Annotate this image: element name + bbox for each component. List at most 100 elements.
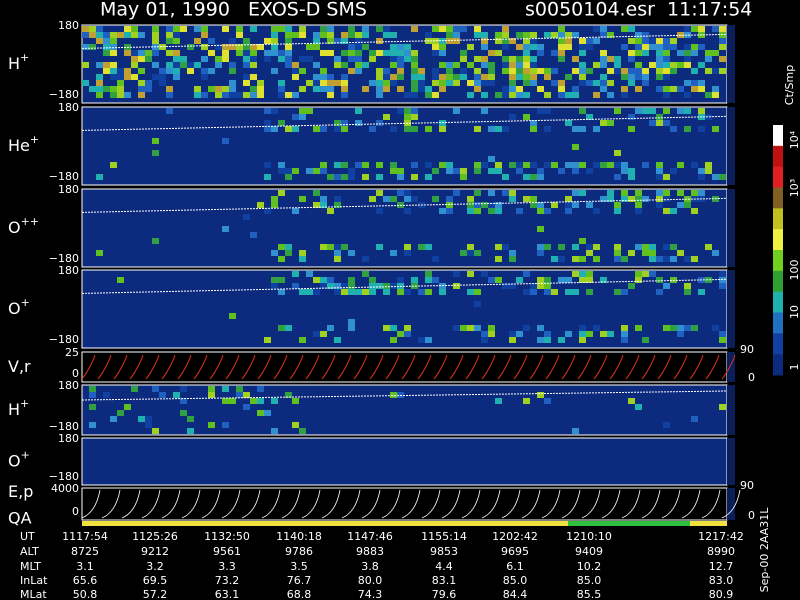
spectrum-cell <box>481 44 488 50</box>
spectrum-cell <box>96 80 103 86</box>
spectrum-cell <box>593 208 600 214</box>
spectrum-cell <box>187 68 194 74</box>
spectrum-cell <box>656 44 663 50</box>
spectrum-cell <box>509 68 516 74</box>
spectrum-cell <box>593 26 600 32</box>
sawtooth <box>521 489 541 519</box>
spectrum-cell <box>453 168 460 174</box>
spectrum-cell <box>530 80 537 86</box>
spectrum-cell <box>348 26 355 32</box>
panel-edge <box>727 352 735 382</box>
spectrum-cell <box>348 50 355 56</box>
cell: 80.9 <box>709 588 734 600</box>
spectrum-cell <box>348 44 355 50</box>
spectrum-cell <box>411 108 418 114</box>
spectrum-cell <box>712 92 719 98</box>
sawtooth <box>129 354 144 380</box>
spectrum-cell <box>313 74 320 80</box>
spectrum-cell <box>82 62 89 68</box>
spectrum-cell <box>628 250 635 256</box>
spectrum-cell <box>509 256 516 262</box>
spectrum-cell <box>432 26 439 32</box>
spectrum-cell <box>649 250 656 256</box>
panel-label: V,r <box>8 357 31 376</box>
spectrum-cell <box>621 68 628 74</box>
spectrum-cell <box>418 86 425 92</box>
y-tick-label: −180 <box>49 170 79 183</box>
spectrum-cell <box>327 174 334 180</box>
y-tick-label: 4000 <box>51 482 79 495</box>
spectrum-cell <box>502 26 509 32</box>
spectrum-cell <box>432 68 439 74</box>
spectrum-cell <box>698 126 705 132</box>
spectrum-cell <box>341 50 348 56</box>
spectrum-cell <box>698 289 705 295</box>
spectrum-cell <box>572 56 579 62</box>
spectrum-cell <box>670 86 677 92</box>
spectrum-cell <box>467 92 474 98</box>
spectrum-cell <box>243 38 250 44</box>
spectrum-cell <box>712 26 719 32</box>
spectrum-cell <box>586 277 593 283</box>
spectrum-cell <box>348 277 355 283</box>
spectrum-cell <box>292 283 299 289</box>
spectrum-cell <box>334 62 341 68</box>
spectrum-cell <box>691 26 698 32</box>
spectrum-cell <box>96 92 103 98</box>
spectrum-cell <box>537 392 544 398</box>
y-tick-label: 180 <box>58 264 79 277</box>
spectrum-cell <box>614 202 621 208</box>
cell: 80.0 <box>358 574 383 587</box>
spectrum-cell <box>89 392 96 398</box>
spectrum-cell <box>390 50 397 56</box>
spectrum-cell <box>376 190 383 196</box>
spectrum-cell <box>341 283 348 289</box>
colorbar-unit: Ct/Smp <box>783 65 796 105</box>
spectrum-cell <box>621 325 628 331</box>
spectrum-cell <box>579 62 586 68</box>
row-name: InLat <box>20 574 48 587</box>
spectrum-cell <box>124 32 131 38</box>
spectrum-cell <box>593 62 600 68</box>
sawtooth <box>581 489 601 519</box>
spectrum-cell <box>467 62 474 68</box>
spectrum-cell <box>642 271 649 277</box>
spectrum-cell <box>537 44 544 50</box>
spectrum-cell <box>677 108 684 114</box>
spectrum-cell <box>376 162 383 168</box>
spectrum-cell <box>684 32 691 38</box>
spectrum-cell <box>719 32 726 38</box>
spectrum-cell <box>509 162 516 168</box>
spectrum-cell <box>194 86 201 92</box>
spectrum-cell <box>649 38 656 44</box>
spectrum-cell <box>530 44 537 50</box>
spectrum-cell <box>355 32 362 38</box>
spectrum-cell <box>663 325 670 331</box>
spectrum-cell <box>579 108 586 114</box>
spectrum-cell <box>110 50 117 56</box>
spectrum-cell <box>110 62 117 68</box>
spectrum-cell <box>530 174 537 180</box>
spectrum-cell <box>635 244 642 250</box>
spectrum-cell <box>292 32 299 38</box>
spectrum-cell <box>530 32 537 38</box>
spectrum-cell <box>558 337 565 343</box>
spectrum-cell <box>299 337 306 343</box>
spectrum-cell <box>663 256 670 262</box>
spectrum-cell <box>390 32 397 38</box>
sawtooth <box>181 489 201 519</box>
spectrum-cell <box>110 32 117 38</box>
spectrum-cell <box>635 404 642 410</box>
spectrum-cell <box>236 50 243 56</box>
panel-edge <box>727 270 735 348</box>
spectrum-cell <box>327 86 334 92</box>
spectrum-cell <box>621 190 628 196</box>
spectrum-cell <box>383 196 390 202</box>
spectrum-cell <box>159 392 166 398</box>
spectrum-cell <box>474 325 481 331</box>
y-tick-label: −180 <box>49 333 79 346</box>
spectrum-cell <box>698 26 705 32</box>
spectrum-cell <box>404 208 411 214</box>
spectrum-cell <box>677 202 684 208</box>
spectrum-cell <box>376 208 383 214</box>
